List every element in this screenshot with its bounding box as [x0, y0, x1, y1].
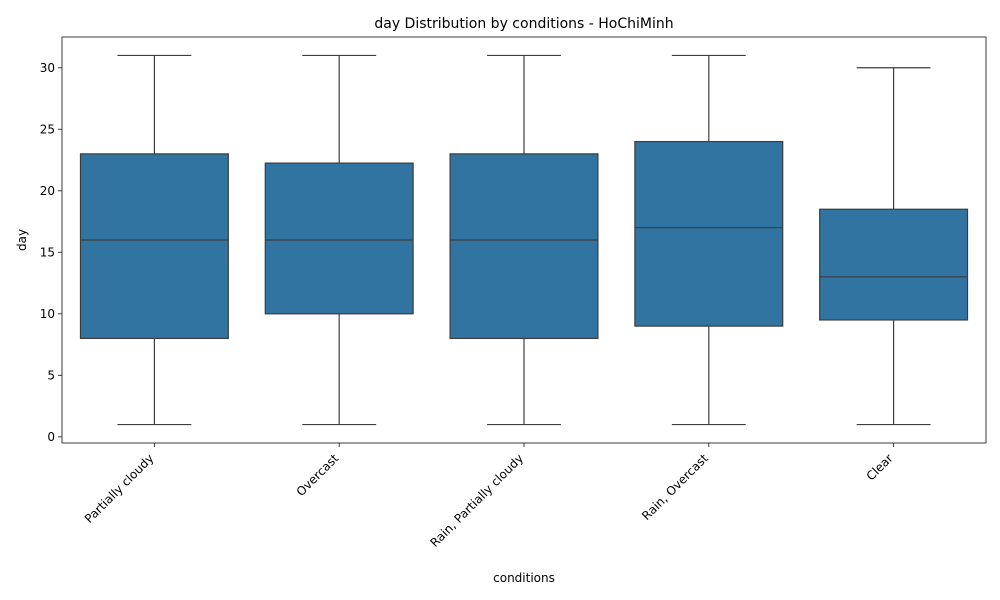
- iqr-box: [79, 153, 229, 340]
- iqr-box: [264, 162, 414, 315]
- chart-title: day Distribution by conditions - HoChiMi…: [374, 16, 673, 32]
- y-tick-label: 30: [40, 61, 55, 75]
- y-tick-label: 15: [40, 245, 55, 259]
- x-axis-title: conditions: [493, 571, 555, 585]
- y-axis-title: day: [15, 229, 29, 251]
- y-tick-label: 0: [47, 430, 55, 444]
- y-tick-label: 10: [40, 307, 55, 321]
- iqr-box: [634, 140, 784, 327]
- y-tick-label: 5: [47, 368, 55, 382]
- y-tick-label: 25: [40, 122, 55, 136]
- y-tick-label: 20: [40, 184, 55, 198]
- plot-frame: [61, 36, 987, 444]
- iqr-box: [819, 208, 969, 321]
- iqr-box: [449, 153, 599, 340]
